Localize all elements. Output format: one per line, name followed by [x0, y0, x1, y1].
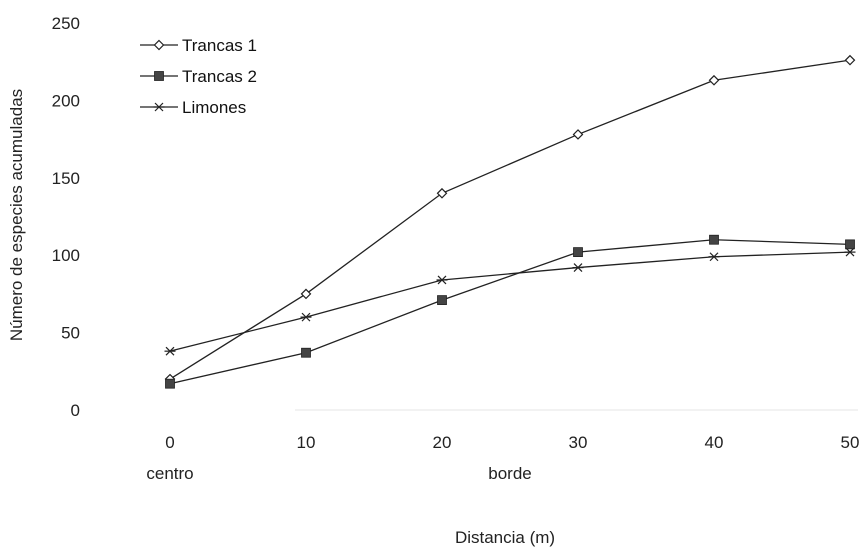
y-tick-label: 50 [61, 324, 80, 343]
y-tick-label: 150 [52, 169, 80, 188]
x-tick-label: 10 [297, 433, 316, 452]
series-trancas-2 [165, 234, 855, 389]
legend-marker [154, 71, 164, 81]
data-point [436, 275, 448, 285]
data-point [165, 378, 175, 389]
legend-marker [153, 39, 165, 51]
series-trancas-1 [164, 54, 856, 385]
data-point [300, 312, 312, 322]
legend-item: Limones [140, 98, 246, 117]
legend-item: Trancas 2 [140, 67, 257, 86]
y-tick-label: 100 [52, 246, 80, 265]
data-point [436, 187, 448, 199]
legend-label: Trancas 2 [182, 67, 257, 86]
data-point [572, 129, 584, 140]
series-limones [164, 247, 856, 356]
data-point [300, 288, 312, 300]
data-point [845, 239, 855, 250]
data-point [573, 247, 583, 258]
y-axis-ticks: 0 50 100 150 200 250 [52, 14, 80, 420]
series-line [169, 251, 851, 352]
x-tick-label: 20 [433, 433, 452, 452]
data-point [437, 295, 447, 305]
series-layer [164, 54, 856, 389]
legend-marker [153, 102, 165, 112]
x-axis-title: Distancia (m) [455, 528, 555, 547]
legend: Trancas 1 Trancas 2 Limones [140, 36, 257, 117]
series-line [169, 239, 851, 385]
x-annotation-label: borde [488, 464, 531, 483]
x-axis-annotations: centro borde [146, 464, 531, 483]
data-point [572, 263, 584, 273]
y-tick-label: 250 [52, 14, 80, 33]
series-line [169, 59, 851, 380]
data-point [708, 74, 720, 86]
legend-label: Trancas 1 [182, 36, 257, 55]
data-point [164, 346, 176, 356]
legend-item: Trancas 1 [140, 36, 257, 55]
y-tick-label: 200 [52, 91, 80, 110]
x-annotation-label: centro [146, 464, 193, 483]
y-axis-title: Número de especies acumuladas [7, 89, 26, 341]
x-tick-label: 30 [569, 433, 588, 452]
x-tick-label: 50 [841, 433, 860, 452]
data-point [709, 234, 719, 245]
data-point [844, 54, 856, 66]
x-axis-ticks: 0 10 20 30 40 50 [165, 433, 859, 452]
x-tick-label: 0 [165, 433, 174, 452]
data-point [708, 252, 720, 262]
data-point [844, 247, 856, 257]
data-point [301, 347, 311, 358]
x-tick-label: 40 [705, 433, 724, 452]
y-tick-label: 0 [71, 401, 80, 420]
legend-label: Limones [182, 98, 246, 117]
